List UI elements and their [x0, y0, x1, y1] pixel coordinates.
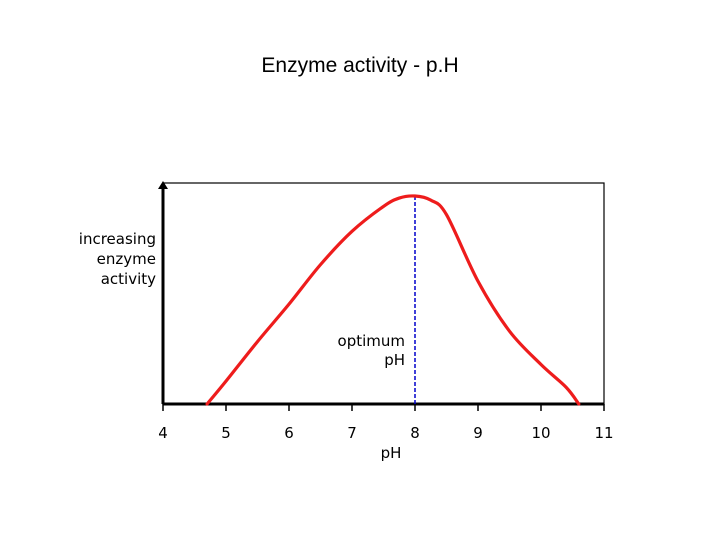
x-tick-label: 6	[284, 424, 294, 442]
optimum-label-line: optimum	[338, 332, 405, 350]
plot-frame	[162, 182, 605, 405]
optimum-label-line: pH	[384, 351, 405, 369]
x-tick-label: 8	[410, 424, 420, 442]
x-tick-label: 9	[473, 424, 483, 442]
y-axis-label-line: increasing	[79, 230, 156, 248]
y-axis-arrow	[158, 181, 168, 189]
activity-curve	[205, 194, 581, 406]
y-axis-label-line: activity	[101, 270, 156, 288]
y-axis-label-line: enzyme	[97, 250, 156, 268]
x-axis-label: pH	[381, 444, 402, 462]
x-tick-label: 5	[221, 424, 231, 442]
x-tick-label: 4	[158, 424, 168, 442]
slide-title: Enzyme activity - p.H	[261, 54, 459, 77]
x-tick-label: 11	[594, 424, 613, 442]
x-tick-label: 10	[531, 424, 550, 442]
x-tick-label: 7	[347, 424, 357, 442]
